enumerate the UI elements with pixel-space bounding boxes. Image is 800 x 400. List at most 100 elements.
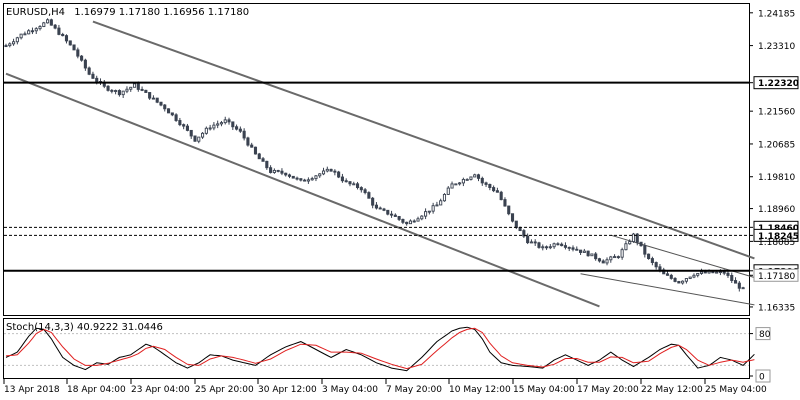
main-plot-frame — [3, 3, 750, 316]
candle-body — [8, 43, 12, 47]
candle — [503, 197, 507, 207]
candle-body — [166, 108, 171, 114]
candle — [397, 215, 401, 222]
candle — [733, 277, 738, 284]
candle — [329, 168, 333, 172]
candle — [325, 166, 329, 173]
candle — [4, 43, 8, 48]
candle-body — [722, 271, 726, 274]
candle-body — [673, 277, 677, 282]
candle — [68, 40, 72, 46]
candle — [650, 256, 654, 266]
trend-channel — [5, 20, 755, 308]
candle-body — [635, 233, 639, 243]
candle-body — [552, 243, 556, 248]
candle — [114, 89, 118, 95]
stochastic-lines — [4, 326, 755, 372]
candle — [635, 233, 639, 246]
candle-body — [605, 259, 609, 264]
candle — [261, 157, 265, 162]
candle-body — [261, 158, 265, 162]
candle-body — [53, 24, 57, 29]
candle — [344, 178, 348, 183]
wedge-lower-line[interactable] — [580, 273, 755, 306]
candle — [91, 71, 95, 79]
candle-body — [170, 112, 174, 116]
candle-body — [155, 97, 159, 103]
candle — [27, 29, 31, 35]
candle — [639, 241, 643, 247]
candle — [306, 177, 310, 184]
candle-body — [465, 178, 469, 181]
candle — [363, 187, 367, 195]
candle-body — [235, 126, 239, 130]
candle — [193, 135, 197, 142]
candle — [238, 126, 242, 133]
candle — [223, 116, 227, 125]
candle-body — [469, 176, 473, 180]
candle — [696, 273, 700, 278]
candle — [80, 55, 84, 62]
channel-upper-line[interactable] — [92, 20, 755, 260]
candle — [476, 173, 481, 182]
candle-body — [295, 177, 299, 180]
candle — [76, 47, 80, 59]
candle-body — [412, 220, 416, 223]
candle — [64, 34, 69, 44]
stoch-main-line — [5, 326, 755, 372]
candle-body — [609, 256, 613, 261]
candle-body — [117, 90, 121, 96]
candle-body — [681, 280, 685, 284]
time-tick-label: 18 Apr 04:00 — [67, 385, 126, 395]
candle — [272, 168, 276, 174]
candle-body — [590, 253, 594, 257]
price-tick-label: 1.24185 — [758, 9, 795, 19]
candle — [318, 173, 322, 178]
candle — [567, 246, 571, 252]
candle-body — [703, 271, 707, 274]
candle-body — [87, 67, 91, 75]
candle-body — [121, 90, 125, 96]
candle — [15, 36, 19, 45]
candle-body — [582, 250, 586, 253]
candle-body — [522, 230, 526, 237]
candle-body — [42, 22, 46, 27]
candle-body — [340, 176, 344, 182]
symbol-label: EURUSD,H4 — [6, 7, 65, 18]
candle — [337, 170, 341, 179]
candle — [416, 216, 420, 222]
candle — [155, 97, 159, 104]
candle-body — [306, 179, 310, 182]
candle-body — [223, 119, 227, 124]
candle — [575, 246, 579, 251]
candle — [299, 178, 303, 182]
candle — [386, 209, 390, 216]
candle-body — [46, 19, 50, 24]
candle-body — [507, 205, 511, 215]
candle-body — [352, 183, 356, 186]
candle — [594, 252, 598, 261]
candle-body — [83, 59, 87, 69]
candle-body — [348, 181, 352, 185]
candle-body — [616, 256, 620, 259]
candle — [378, 206, 382, 210]
stoch-plot-frame — [3, 318, 750, 379]
candle — [586, 250, 590, 257]
candle-body — [151, 97, 155, 100]
time-tick-label: 15 May 04:00 — [513, 385, 575, 395]
candle-body — [741, 287, 745, 290]
channel-lower-line[interactable] — [5, 72, 600, 308]
price-tick-label: 1.21560 — [758, 108, 795, 118]
candle-body — [541, 246, 545, 249]
candle-body — [219, 122, 224, 125]
candle-body — [129, 86, 133, 90]
candle-body — [284, 172, 288, 176]
candle — [390, 210, 394, 218]
candle — [533, 239, 537, 246]
candle-body — [461, 178, 465, 184]
candle — [647, 253, 651, 260]
candle — [333, 169, 337, 176]
candle-body — [715, 271, 719, 274]
candle — [219, 120, 224, 127]
candle — [174, 113, 178, 122]
